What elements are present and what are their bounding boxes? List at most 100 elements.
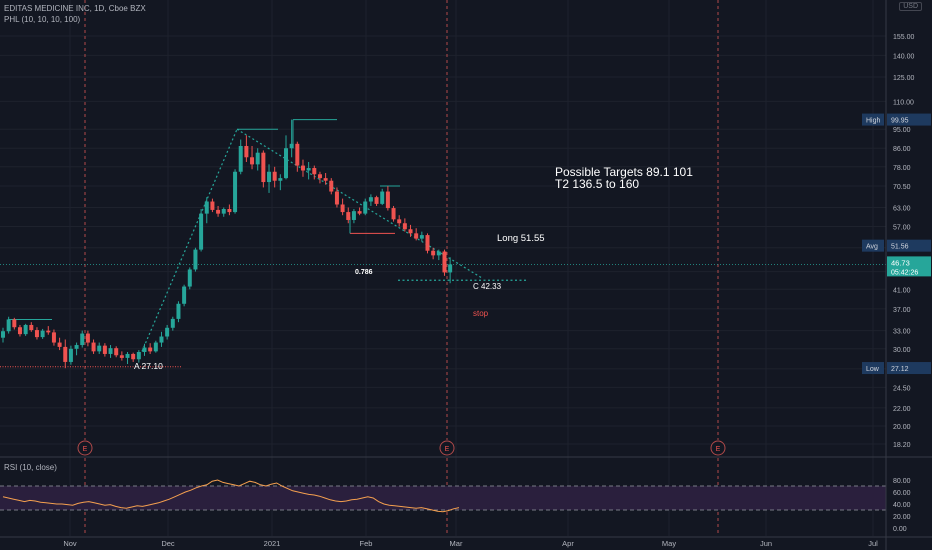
candle-body[interactable] (357, 211, 362, 214)
candle-body[interactable] (448, 264, 453, 273)
candle-body[interactable] (114, 348, 119, 356)
x-tick-label: Jun (760, 539, 772, 548)
candle-body[interactable] (329, 180, 334, 192)
candles[interactable] (1, 119, 453, 369)
candle-body[interactable] (176, 303, 181, 319)
candle-body[interactable] (80, 333, 85, 346)
candle-body[interactable] (6, 319, 11, 332)
candle-body[interactable] (193, 249, 198, 270)
candle-body[interactable] (442, 251, 447, 273)
rsi-tick-label: 0.00 (893, 526, 907, 533)
candle-body[interactable] (402, 223, 407, 230)
candle-body[interactable] (419, 235, 424, 239)
high-value: 99.95 (891, 118, 909, 125)
candle-body[interactable] (102, 345, 107, 354)
candle-body[interactable] (267, 171, 272, 183)
candle-body[interactable] (136, 352, 141, 360)
candle-body[interactable] (408, 229, 413, 234)
candle-body[interactable] (346, 212, 351, 220)
candle-body[interactable] (34, 330, 39, 338)
candle-body[interactable] (119, 355, 124, 358)
candle-body[interactable] (51, 332, 56, 343)
candle-body[interactable] (312, 168, 317, 175)
candle-body[interactable] (380, 191, 385, 204)
rsi-band (0, 486, 886, 510)
candle-body[interactable] (97, 345, 102, 352)
candle-body[interactable] (12, 319, 17, 328)
annotations: High 99.95 Avg 51.56 Low 27.12 46.73 05:42:26 Po… (134, 113, 931, 375)
candle-body[interactable] (131, 353, 136, 360)
candle-body[interactable] (23, 324, 28, 335)
candle-body[interactable] (17, 327, 22, 335)
rsi-tick-label: 20.00 (893, 514, 911, 521)
candle-body[interactable] (250, 157, 255, 165)
candle-body[interactable] (148, 347, 153, 352)
candle-body[interactable] (68, 348, 73, 362)
candle-body[interactable] (153, 342, 158, 352)
currency-button[interactable]: USD (899, 2, 922, 11)
candle-body[interactable] (351, 211, 356, 220)
candle-body[interactable] (244, 146, 249, 158)
candle-body[interactable] (29, 324, 34, 331)
candle-body[interactable] (170, 318, 175, 328)
candle-body[interactable] (221, 209, 226, 214)
earnings-marker[interactable] (710, 440, 726, 456)
candle-body[interactable] (368, 197, 373, 202)
candle-body[interactable] (227, 209, 232, 213)
candle-body[interactable] (57, 342, 62, 347)
earnings-marker[interactable] (439, 440, 455, 456)
candle-body[interactable] (414, 233, 419, 239)
rsi-pane[interactable] (2, 479, 460, 513)
candle-body[interactable] (431, 250, 436, 256)
candle-body[interactable] (295, 143, 300, 166)
candle-body[interactable] (363, 201, 368, 214)
candle-body[interactable] (187, 269, 192, 287)
candle-body[interactable] (385, 191, 390, 209)
candle-body[interactable] (142, 347, 147, 353)
candle-body[interactable] (340, 204, 345, 213)
candle-body[interactable] (182, 286, 187, 304)
candle-body[interactable] (306, 168, 311, 171)
candle-body[interactable] (108, 348, 113, 354)
candle-body[interactable] (199, 213, 204, 250)
candle-body[interactable] (255, 152, 260, 165)
candle-body[interactable] (1, 331, 5, 338)
candle-body[interactable] (238, 146, 243, 172)
candle-body[interactable] (46, 330, 51, 333)
candle-body[interactable] (210, 201, 215, 210)
candle-body[interactable] (261, 152, 266, 183)
y-tick-label: 155.00 (893, 34, 915, 41)
candle-body[interactable] (40, 330, 45, 338)
candle-body[interactable] (159, 336, 164, 343)
candle-body[interactable] (374, 197, 379, 204)
trendline-down[interactable] (236, 128, 483, 279)
candle-body[interactable] (391, 208, 396, 220)
candle-body[interactable] (272, 171, 277, 181)
candle-body[interactable] (91, 342, 96, 352)
candle-body[interactable] (334, 191, 339, 205)
candle-body[interactable] (165, 327, 170, 337)
candle-body[interactable] (63, 346, 68, 362)
candle-body[interactable] (85, 333, 90, 343)
earnings-marker[interactable] (77, 440, 93, 456)
candle-body[interactable] (300, 165, 305, 171)
y-tick-label: 24.50 (893, 385, 911, 392)
candle-body[interactable] (397, 219, 402, 224)
candle-body[interactable] (289, 143, 294, 149)
y-tick-label: 30.00 (893, 347, 911, 354)
y-tick-label: 57.00 (893, 225, 911, 232)
candle-body[interactable] (323, 178, 328, 181)
candle-body[interactable] (317, 174, 322, 179)
candle-body[interactable] (425, 235, 430, 251)
candle-body[interactable] (204, 201, 209, 214)
candle-body[interactable] (284, 148, 288, 179)
candle-body[interactable] (278, 178, 283, 181)
candle-body[interactable] (233, 171, 238, 213)
candle-body[interactable] (216, 209, 221, 214)
annotation-targets-2: T2 136.5 to 160 (555, 177, 639, 191)
candle-body[interactable] (125, 353, 130, 358)
candle-body[interactable] (74, 345, 79, 349)
rsi-line[interactable] (2, 479, 460, 513)
candle-body[interactable] (436, 251, 441, 256)
